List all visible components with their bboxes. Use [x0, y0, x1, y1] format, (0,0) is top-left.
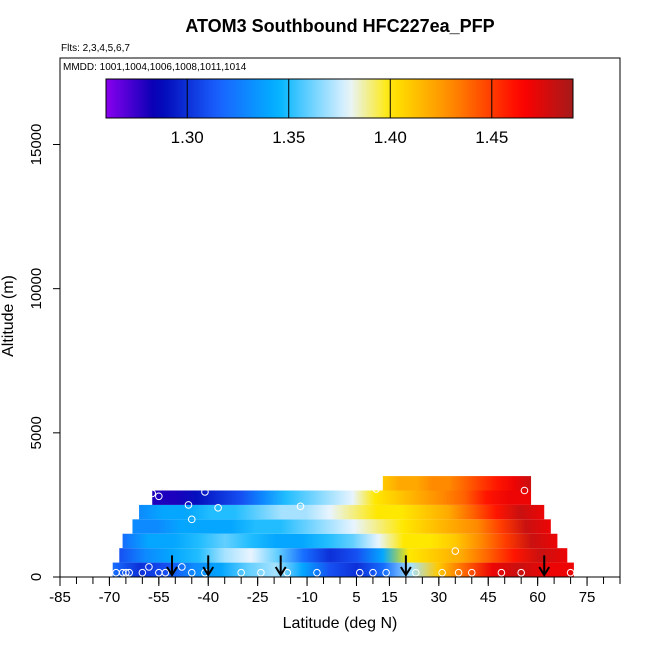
y-tick-label: 10000	[28, 268, 45, 310]
sample-point	[283, 568, 292, 577]
sample-point	[161, 568, 170, 577]
flight-arrow-head	[274, 566, 287, 577]
sample-point	[148, 489, 157, 498]
sample-point	[201, 488, 209, 496]
colorbar-tick-label: 1.45	[475, 128, 508, 147]
heatmap-band	[132, 519, 551, 534]
x-tick-label: -10	[296, 589, 318, 606]
sample-point	[520, 486, 529, 495]
sample-point	[145, 563, 153, 571]
y-tick-label: 0	[28, 573, 45, 581]
heatmap-band	[152, 490, 532, 505]
x-tick-label: 15	[381, 589, 398, 606]
sample-point	[497, 568, 506, 577]
sample-point	[187, 568, 196, 577]
y-tick-label: 5000	[28, 416, 45, 449]
x-tick-label: -40	[197, 589, 219, 606]
sample-point	[382, 568, 390, 577]
y-tick-label: 15000	[28, 124, 45, 166]
heatmap-band	[382, 476, 532, 491]
sample-point	[566, 568, 575, 577]
sample-point	[313, 568, 321, 577]
sample-point	[296, 502, 305, 511]
x-tick-label: 60	[529, 589, 546, 606]
chart-title: ATOM3 Southbound HFC227ea_PFP	[185, 16, 495, 36]
x-tick-label: -55	[148, 589, 170, 606]
flight-arrow-head	[202, 566, 215, 577]
sample-point	[355, 568, 364, 577]
sample-point	[369, 568, 377, 577]
sample-point	[257, 568, 265, 577]
colorbar-tick-label: 1.40	[374, 128, 407, 147]
sample-point	[517, 568, 525, 577]
sample-point	[214, 504, 222, 512]
sample-point	[454, 568, 463, 577]
colorbar	[105, 78, 574, 119]
sample-point	[187, 515, 196, 524]
sample-point	[237, 568, 245, 577]
heatmap-band	[122, 533, 558, 549]
sample-point	[138, 568, 147, 577]
sample-point	[178, 563, 186, 571]
sample-point	[372, 485, 381, 493]
x-tick-label: 75	[579, 589, 596, 606]
sample-point	[125, 568, 133, 577]
colorbar-tick-label: 1.30	[171, 128, 204, 147]
x-axis-label: Latitude (deg N)	[282, 615, 398, 632]
sample-point	[438, 568, 446, 577]
x-tick-label: -70	[99, 589, 121, 606]
flights-label: Flts: 2,3,4,5,6,7	[61, 43, 130, 54]
sample-point	[451, 547, 460, 555]
sample-point	[411, 568, 420, 577]
x-tick-label: 5	[352, 589, 360, 606]
colorbar-tick-label: 1.35	[272, 128, 305, 147]
mmdd-label: MMDD: 1001,1004,1006,1008,1011,1014	[63, 62, 247, 73]
x-tick-label: -85	[49, 589, 71, 606]
sample-point	[184, 501, 193, 509]
flight-arrow-head	[400, 566, 412, 577]
flight-arrow-head	[166, 566, 178, 577]
heatmap-band	[112, 562, 574, 577]
sample-point	[467, 568, 476, 577]
x-tick-label: -25	[247, 589, 269, 606]
heatmap-band	[139, 504, 545, 520]
sample-point	[122, 568, 130, 577]
sample-point	[155, 492, 163, 501]
heatmap-band	[119, 548, 568, 563]
x-tick-label: 45	[480, 589, 497, 606]
x-tick-label: 30	[430, 589, 447, 606]
flight-arrow-head	[538, 566, 551, 577]
